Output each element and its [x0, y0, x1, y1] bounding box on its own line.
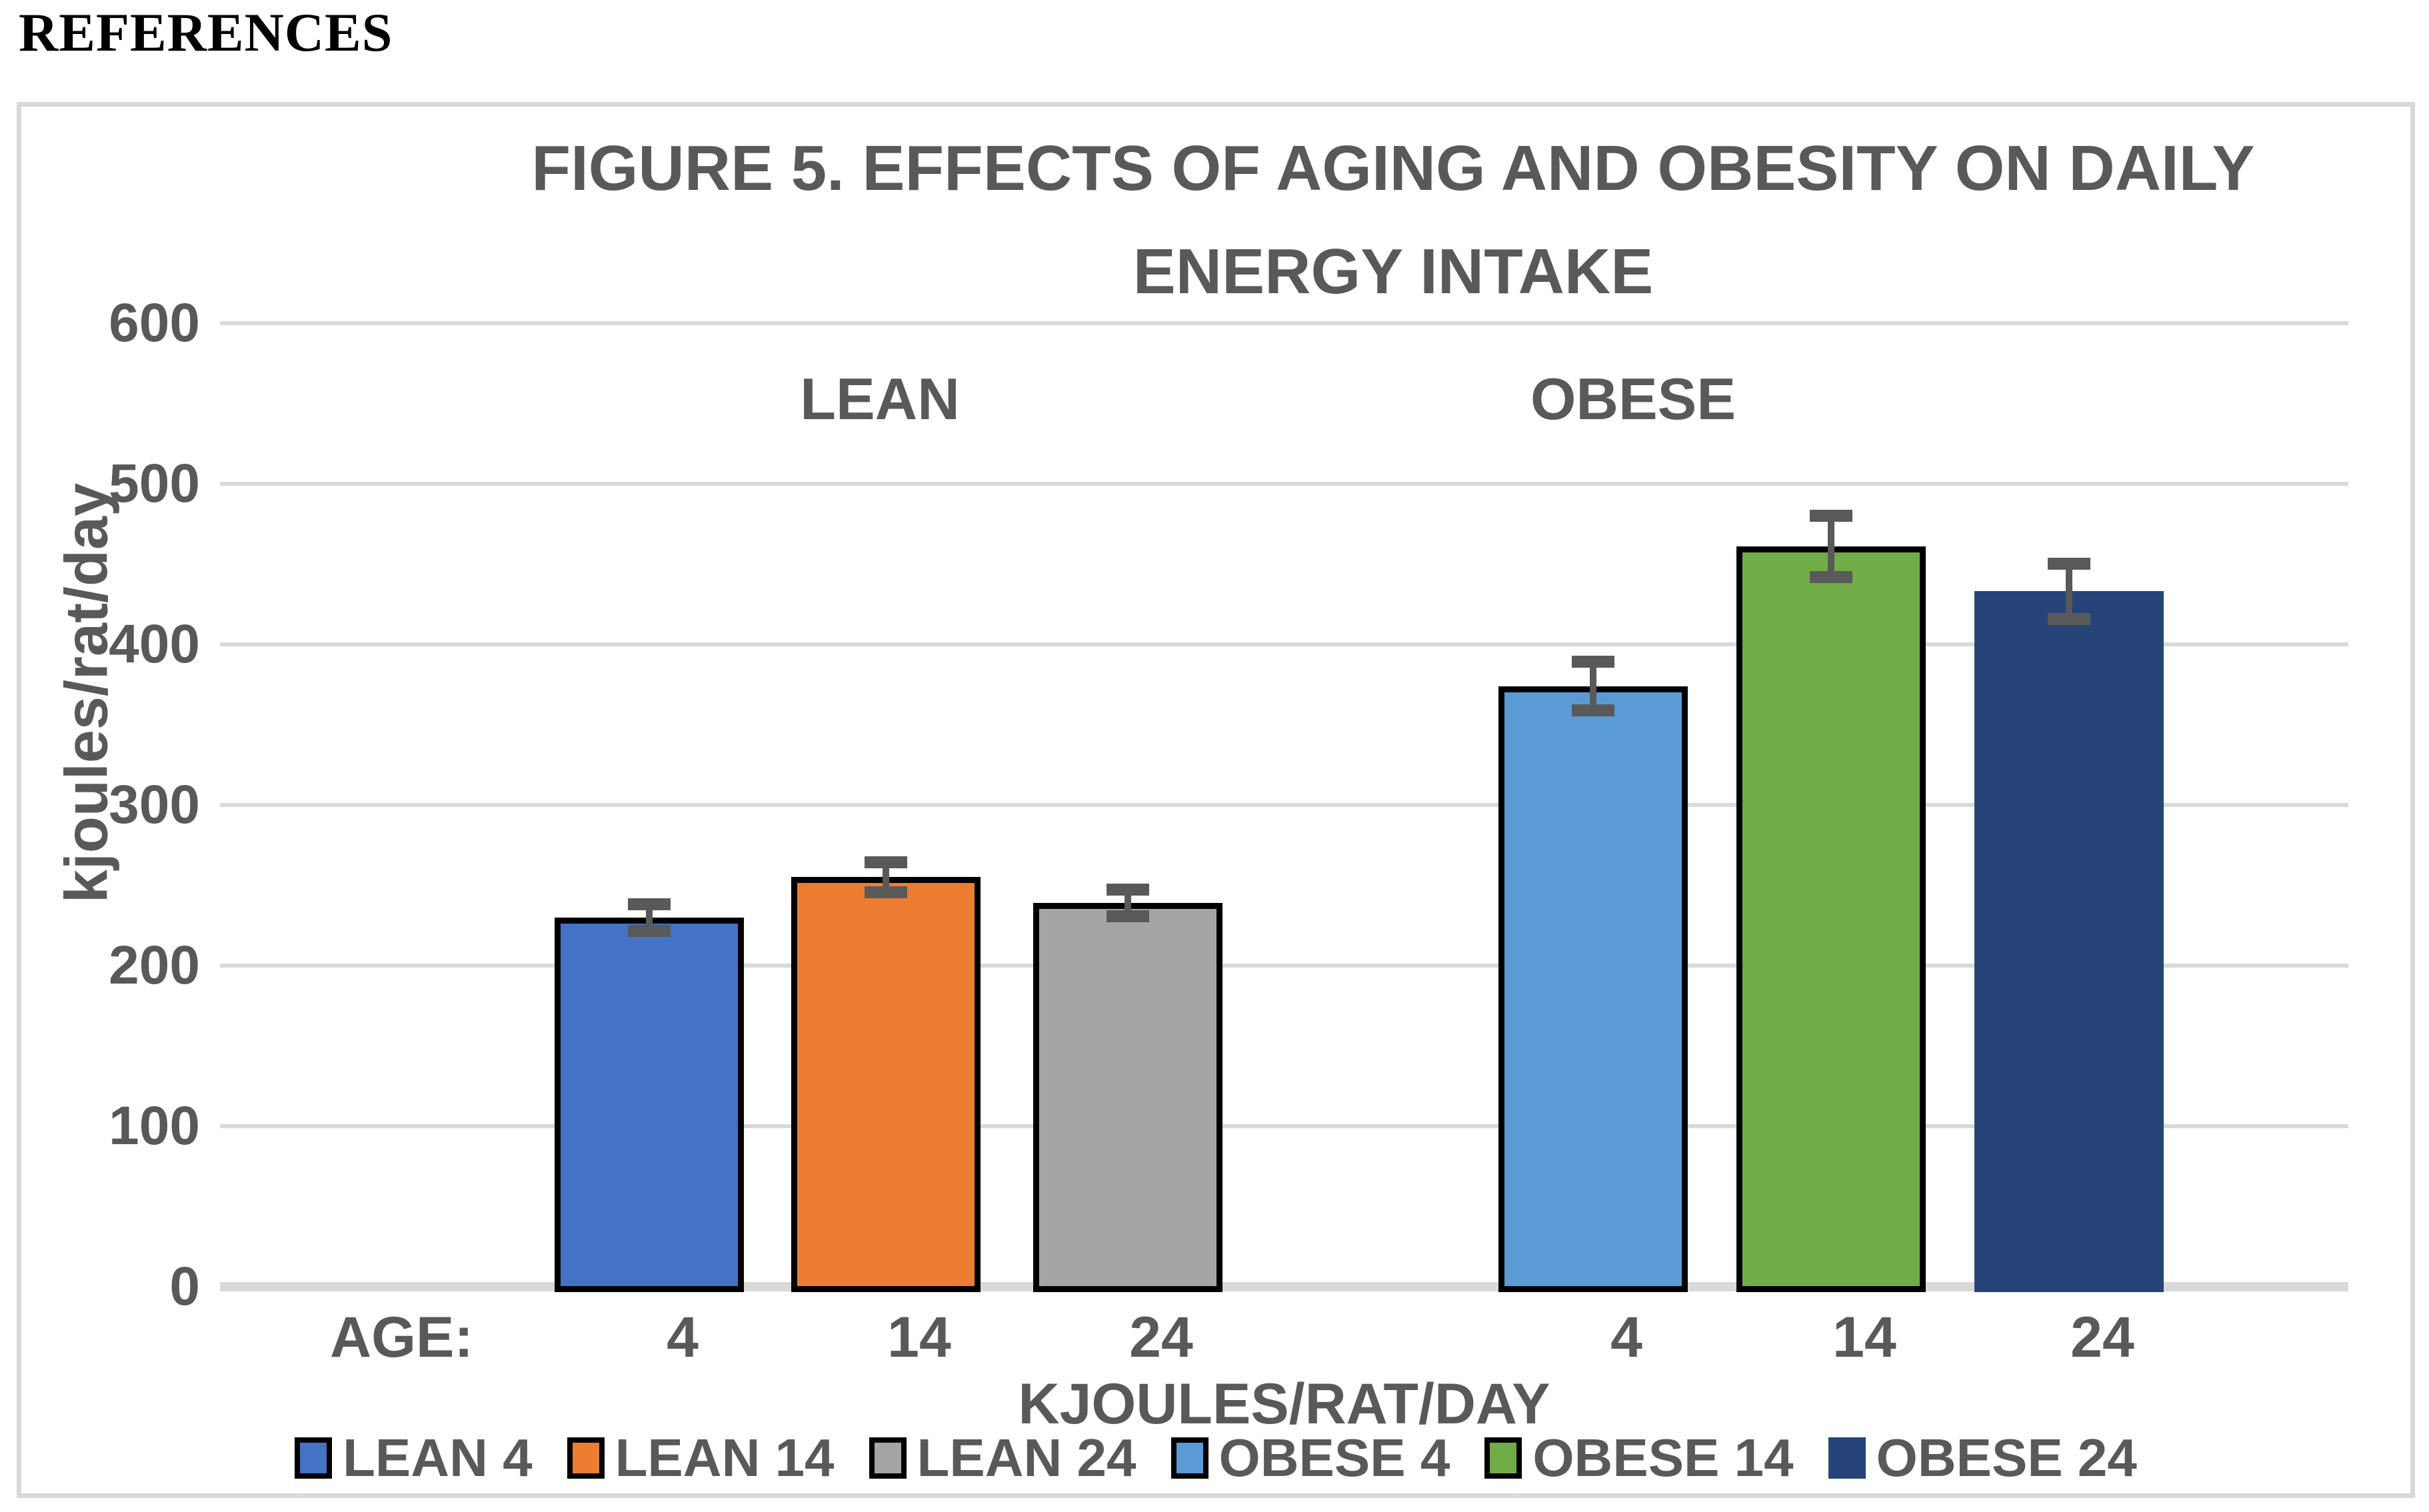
- legend-label: LEAN 14: [615, 1428, 835, 1487]
- y-tick-label-100: 100: [109, 1096, 200, 1156]
- legend-item-lean-4: LEAN 4: [295, 1427, 533, 1489]
- legend-label: LEAN 4: [343, 1428, 533, 1487]
- group-label-lean: LEAN: [800, 366, 960, 432]
- legend-swatch-lean-4: [295, 1437, 333, 1479]
- chart-title-line2: ENERGY INTAKE: [1133, 236, 1654, 307]
- legend-swatch-obese-4: [1171, 1437, 1209, 1479]
- bar-obese-24: [1974, 591, 2164, 1292]
- legend-label: OBESE 4: [1218, 1428, 1450, 1487]
- error-bar-cap: [2048, 613, 2090, 626]
- error-bar-cap: [1107, 884, 1149, 896]
- y-tick-label-500: 500: [109, 453, 200, 514]
- error-bar-obese-4: [1590, 655, 1596, 717]
- bar-lean-24: [1033, 903, 1222, 1292]
- error-bar-cap: [628, 924, 671, 937]
- gridline-600: [220, 321, 2348, 325]
- error-bar-cap: [2048, 557, 2090, 570]
- chart-title: FIGURE 5. EFFECTS OF AGING AND OBESITY O…: [357, 117, 2429, 323]
- error-bar-cap: [628, 898, 671, 910]
- error-bar-cap: [865, 886, 907, 898]
- x-axis-age-prefix: AGE:: [330, 1305, 473, 1369]
- error-bar-cap: [1810, 509, 1852, 522]
- bar-obese-4: [1498, 686, 1688, 1292]
- legend-swatch-lean-14: [567, 1437, 605, 1479]
- error-bar-obese-14: [1828, 509, 1834, 584]
- error-bar-cap: [1572, 655, 1614, 668]
- gridline-500: [220, 482, 2348, 486]
- error-bar-cap: [1107, 910, 1149, 922]
- legend-label: LEAN 24: [917, 1428, 1137, 1487]
- error-bar-lean-24: [1125, 884, 1131, 922]
- bar-lean-14: [791, 877, 981, 1292]
- legend-item-obese-14: OBESE 14: [1484, 1427, 1794, 1489]
- error-bar-cap: [1810, 571, 1852, 584]
- chart-title-line1: FIGURE 5. EFFECTS OF AGING AND OBESITY O…: [531, 133, 2255, 204]
- y-axis-title: kjoules/rat/day: [53, 482, 121, 904]
- y-tick-label-200: 200: [109, 935, 200, 996]
- chart-legend: LEAN 4 LEAN 14 LEAN 24 OBESE 4 OBESE 14 OBESE…: [17, 1427, 2415, 1489]
- legend-item-lean-24: LEAN 24: [869, 1427, 1137, 1489]
- error-bar-obese-24: [2066, 557, 2072, 626]
- references-heading: REFERENCES: [19, 2, 393, 63]
- x-tick-label-obese-14: 14: [1832, 1305, 1896, 1369]
- bar-lean-4: [555, 917, 744, 1292]
- legend-item-obese-4: OBESE 4: [1171, 1427, 1450, 1489]
- legend-swatch-obese-24: [1828, 1437, 1866, 1479]
- gridline-100: [220, 1124, 2348, 1128]
- y-tick-label-400: 400: [109, 614, 200, 674]
- x-tick-label-lean-24: 24: [1129, 1305, 1193, 1369]
- gridline-400: [220, 642, 2348, 646]
- gridline-300: [220, 803, 2348, 807]
- x-tick-label-lean-4: 4: [667, 1305, 699, 1369]
- legend-label: OBESE 14: [1532, 1428, 1794, 1487]
- x-tick-label-obese-4: 4: [1610, 1305, 1642, 1369]
- legend-swatch-obese-14: [1484, 1437, 1522, 1479]
- gridline-200: [220, 964, 2348, 968]
- legend-item-lean-14: LEAN 14: [567, 1427, 835, 1489]
- x-tick-label-obese-24: 24: [2070, 1305, 2134, 1369]
- bar-obese-14: [1736, 546, 1926, 1292]
- group-label-obese: OBESE: [1530, 366, 1736, 432]
- y-tick-label-300: 300: [109, 774, 200, 835]
- error-bar-lean-4: [646, 898, 653, 937]
- legend-item-obese-24: OBESE 24: [1828, 1427, 2137, 1489]
- y-tick-label-600: 600: [109, 293, 200, 353]
- error-bar-cap: [1572, 704, 1614, 717]
- error-bar-cap: [865, 856, 907, 869]
- x-tick-label-lean-14: 14: [887, 1305, 951, 1369]
- error-bar-lean-14: [883, 856, 889, 898]
- y-tick-label-0: 0: [169, 1256, 200, 1317]
- legend-label: OBESE 24: [1876, 1428, 2137, 1487]
- legend-swatch-lean-24: [869, 1437, 907, 1479]
- x-axis-title: KJOULES/RAT/DAY: [1018, 1372, 1550, 1436]
